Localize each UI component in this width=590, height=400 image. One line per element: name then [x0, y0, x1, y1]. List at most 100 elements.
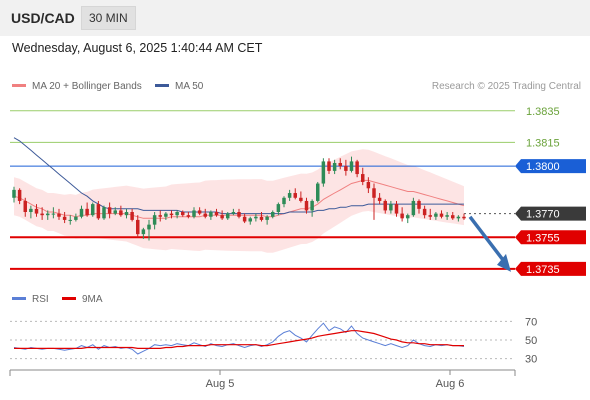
level-label-1.3770: 1.3770 — [526, 209, 560, 221]
level-label-1.3735: 1.3735 — [526, 264, 560, 276]
candle-body — [254, 216, 258, 219]
candle-body — [355, 161, 359, 175]
candle-body — [130, 212, 134, 220]
candle-body — [226, 213, 230, 219]
candle-body — [422, 208, 427, 216]
candle-body — [164, 213, 168, 217]
candle-body — [242, 216, 247, 222]
candle-body — [231, 212, 236, 214]
candle-body — [91, 204, 95, 216]
chart-datetime: Wednesday, August 6, 2025 1:40:44 AM CET — [12, 41, 263, 55]
candle-body — [124, 212, 129, 216]
level-label-1.3815: 1.3815 — [526, 137, 560, 149]
candle-body — [265, 216, 269, 220]
candle-body — [197, 210, 202, 214]
candle-body — [220, 215, 224, 219]
level-tag-1.3800 — [515, 159, 586, 174]
candle-body — [237, 212, 241, 217]
rsi-ma-legend-label: 9MA — [82, 294, 103, 305]
projection-arrow-shaft — [468, 215, 505, 261]
candle-body — [361, 174, 365, 182]
candle-body — [79, 208, 84, 217]
candle-body — [46, 213, 50, 216]
timeframe-button[interactable]: 30 MIN — [81, 6, 136, 30]
x-tick-label: Aug 5 — [206, 378, 235, 390]
candle-body — [40, 213, 44, 216]
level-tag-1.3755 — [515, 230, 586, 245]
candle-body — [327, 161, 331, 171]
candle-body — [57, 213, 61, 217]
candle-body — [107, 207, 112, 214]
projection-arrow-head — [497, 253, 511, 272]
ma50-legend-swatch — [155, 84, 169, 87]
candle-body — [389, 204, 393, 211]
level-label-1.3835: 1.3835 — [526, 106, 560, 118]
candle-body — [17, 189, 22, 201]
candle-body — [192, 210, 196, 217]
rsi-legend-swatch — [12, 297, 26, 300]
symbol-title: USD/CAD — [11, 10, 75, 26]
candle-body — [287, 193, 292, 198]
candle-body — [344, 166, 348, 171]
chart-header: USD/CAD 30 MIN — [0, 0, 590, 36]
x-tick-label: Aug 6 — [436, 378, 465, 390]
candle-body — [214, 212, 219, 216]
candle-body — [456, 216, 461, 219]
rsi-tick-50: 50 — [525, 335, 537, 347]
candle-body — [439, 213, 444, 217]
candle-body — [372, 188, 376, 198]
candle-body — [119, 210, 123, 216]
candle-body — [383, 200, 387, 211]
rsi-ma-line — [14, 330, 464, 349]
ma20-legend-swatch — [12, 84, 26, 87]
candle-body — [186, 215, 191, 217]
candle-body — [271, 212, 275, 217]
candle-body — [304, 200, 309, 211]
rsi-line — [13, 322, 465, 355]
candle-body — [445, 215, 449, 217]
candle-body — [51, 213, 56, 215]
candle-body — [451, 215, 455, 219]
ma20-legend-label: MA 20 + Bollinger Bands — [32, 81, 142, 92]
candle-body — [349, 161, 354, 171]
candle-body — [181, 212, 185, 216]
candle-body — [102, 207, 106, 219]
candle-body — [259, 216, 264, 220]
candle-body — [276, 204, 281, 213]
candle-body — [332, 162, 337, 171]
level-tag-1.3735 — [515, 261, 586, 276]
candle-body — [400, 213, 404, 219]
candle-body — [366, 181, 371, 189]
candle-body — [74, 216, 78, 220]
candle-body — [282, 197, 286, 205]
candle-body — [310, 200, 314, 211]
candle-body — [169, 213, 174, 216]
candle-body — [203, 213, 207, 217]
candle-body — [411, 200, 416, 216]
copyright-text: Research © 2025 Trading Central — [432, 81, 581, 92]
candle-body — [394, 204, 399, 214]
candle-body — [68, 219, 72, 221]
candle-body — [29, 208, 33, 213]
rsi-ma-legend-swatch — [62, 297, 76, 300]
candle-body — [462, 216, 466, 219]
candle-body — [316, 183, 320, 201]
candle-body — [338, 162, 342, 167]
candle-body — [141, 229, 146, 235]
candle-body — [147, 224, 151, 230]
candle-body — [406, 215, 410, 219]
candle-body — [321, 161, 326, 184]
candle-body — [62, 216, 67, 220]
candle-body — [96, 204, 101, 219]
ma50-legend-label: MA 50 — [175, 81, 204, 92]
rsi-legend-label: RSI — [32, 294, 49, 305]
candle-body — [12, 189, 16, 198]
candle-body — [417, 200, 421, 209]
candle-body — [248, 218, 252, 222]
candle-body — [158, 215, 162, 217]
bollinger-band — [14, 149, 464, 253]
candle-body — [175, 212, 179, 216]
candle-body — [136, 219, 140, 235]
candle-body — [152, 215, 157, 225]
